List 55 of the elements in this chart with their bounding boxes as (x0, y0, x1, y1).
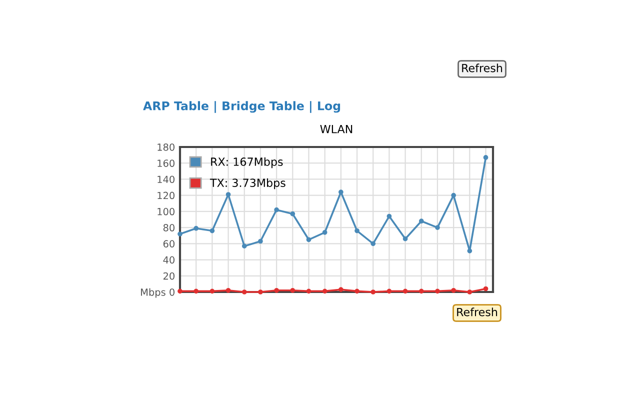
y-tick-label: 100 (158, 208, 174, 216)
y-tick-label: Mbps 0 (141, 288, 174, 298)
point (402, 236, 408, 242)
text: ARP Table | Bridge Table | Log (143, 101, 340, 113)
point (483, 155, 488, 160)
point (386, 288, 392, 294)
point (322, 230, 328, 235)
y-tick-label: 160 (158, 160, 174, 167)
point (370, 241, 376, 246)
point (210, 228, 215, 234)
point (242, 244, 247, 249)
point (451, 288, 456, 293)
point (322, 288, 328, 294)
legend-label: RX: 167Mbps (211, 157, 283, 168)
point (290, 288, 296, 293)
point (370, 290, 376, 294)
chart-title: WLAN (320, 125, 352, 134)
y-tick-label: 40 (163, 256, 174, 264)
y-tick-label: 80 (163, 224, 174, 232)
point (274, 207, 279, 212)
point (451, 192, 456, 198)
point (226, 192, 231, 197)
point (435, 288, 440, 294)
point (194, 226, 199, 231)
point (258, 290, 263, 294)
point (258, 238, 263, 244)
point (290, 211, 296, 216)
y-tick-label: 180 (158, 143, 174, 151)
point (435, 225, 440, 230)
point (467, 248, 472, 254)
y-tick-label: 140 (158, 176, 174, 184)
point (418, 218, 424, 224)
point (226, 288, 231, 293)
y-tick-label: 60 (163, 240, 174, 248)
text: Refresh (457, 308, 498, 316)
point (354, 228, 360, 234)
point (178, 288, 182, 294)
text: Refresh (462, 64, 502, 72)
point (386, 214, 392, 219)
point (242, 290, 247, 294)
point (178, 232, 182, 236)
point (306, 288, 312, 294)
point (483, 286, 488, 292)
point (354, 288, 360, 294)
point (210, 288, 215, 294)
y-tick-label: 20 (163, 272, 174, 280)
point (402, 288, 408, 294)
point (306, 237, 312, 242)
legend-label: TX: 3.73Mbps (210, 178, 286, 190)
y-tick-label: 120 (158, 192, 174, 200)
point (194, 288, 199, 294)
point (338, 287, 344, 292)
point (467, 290, 472, 294)
point (418, 288, 424, 294)
point (274, 288, 279, 293)
